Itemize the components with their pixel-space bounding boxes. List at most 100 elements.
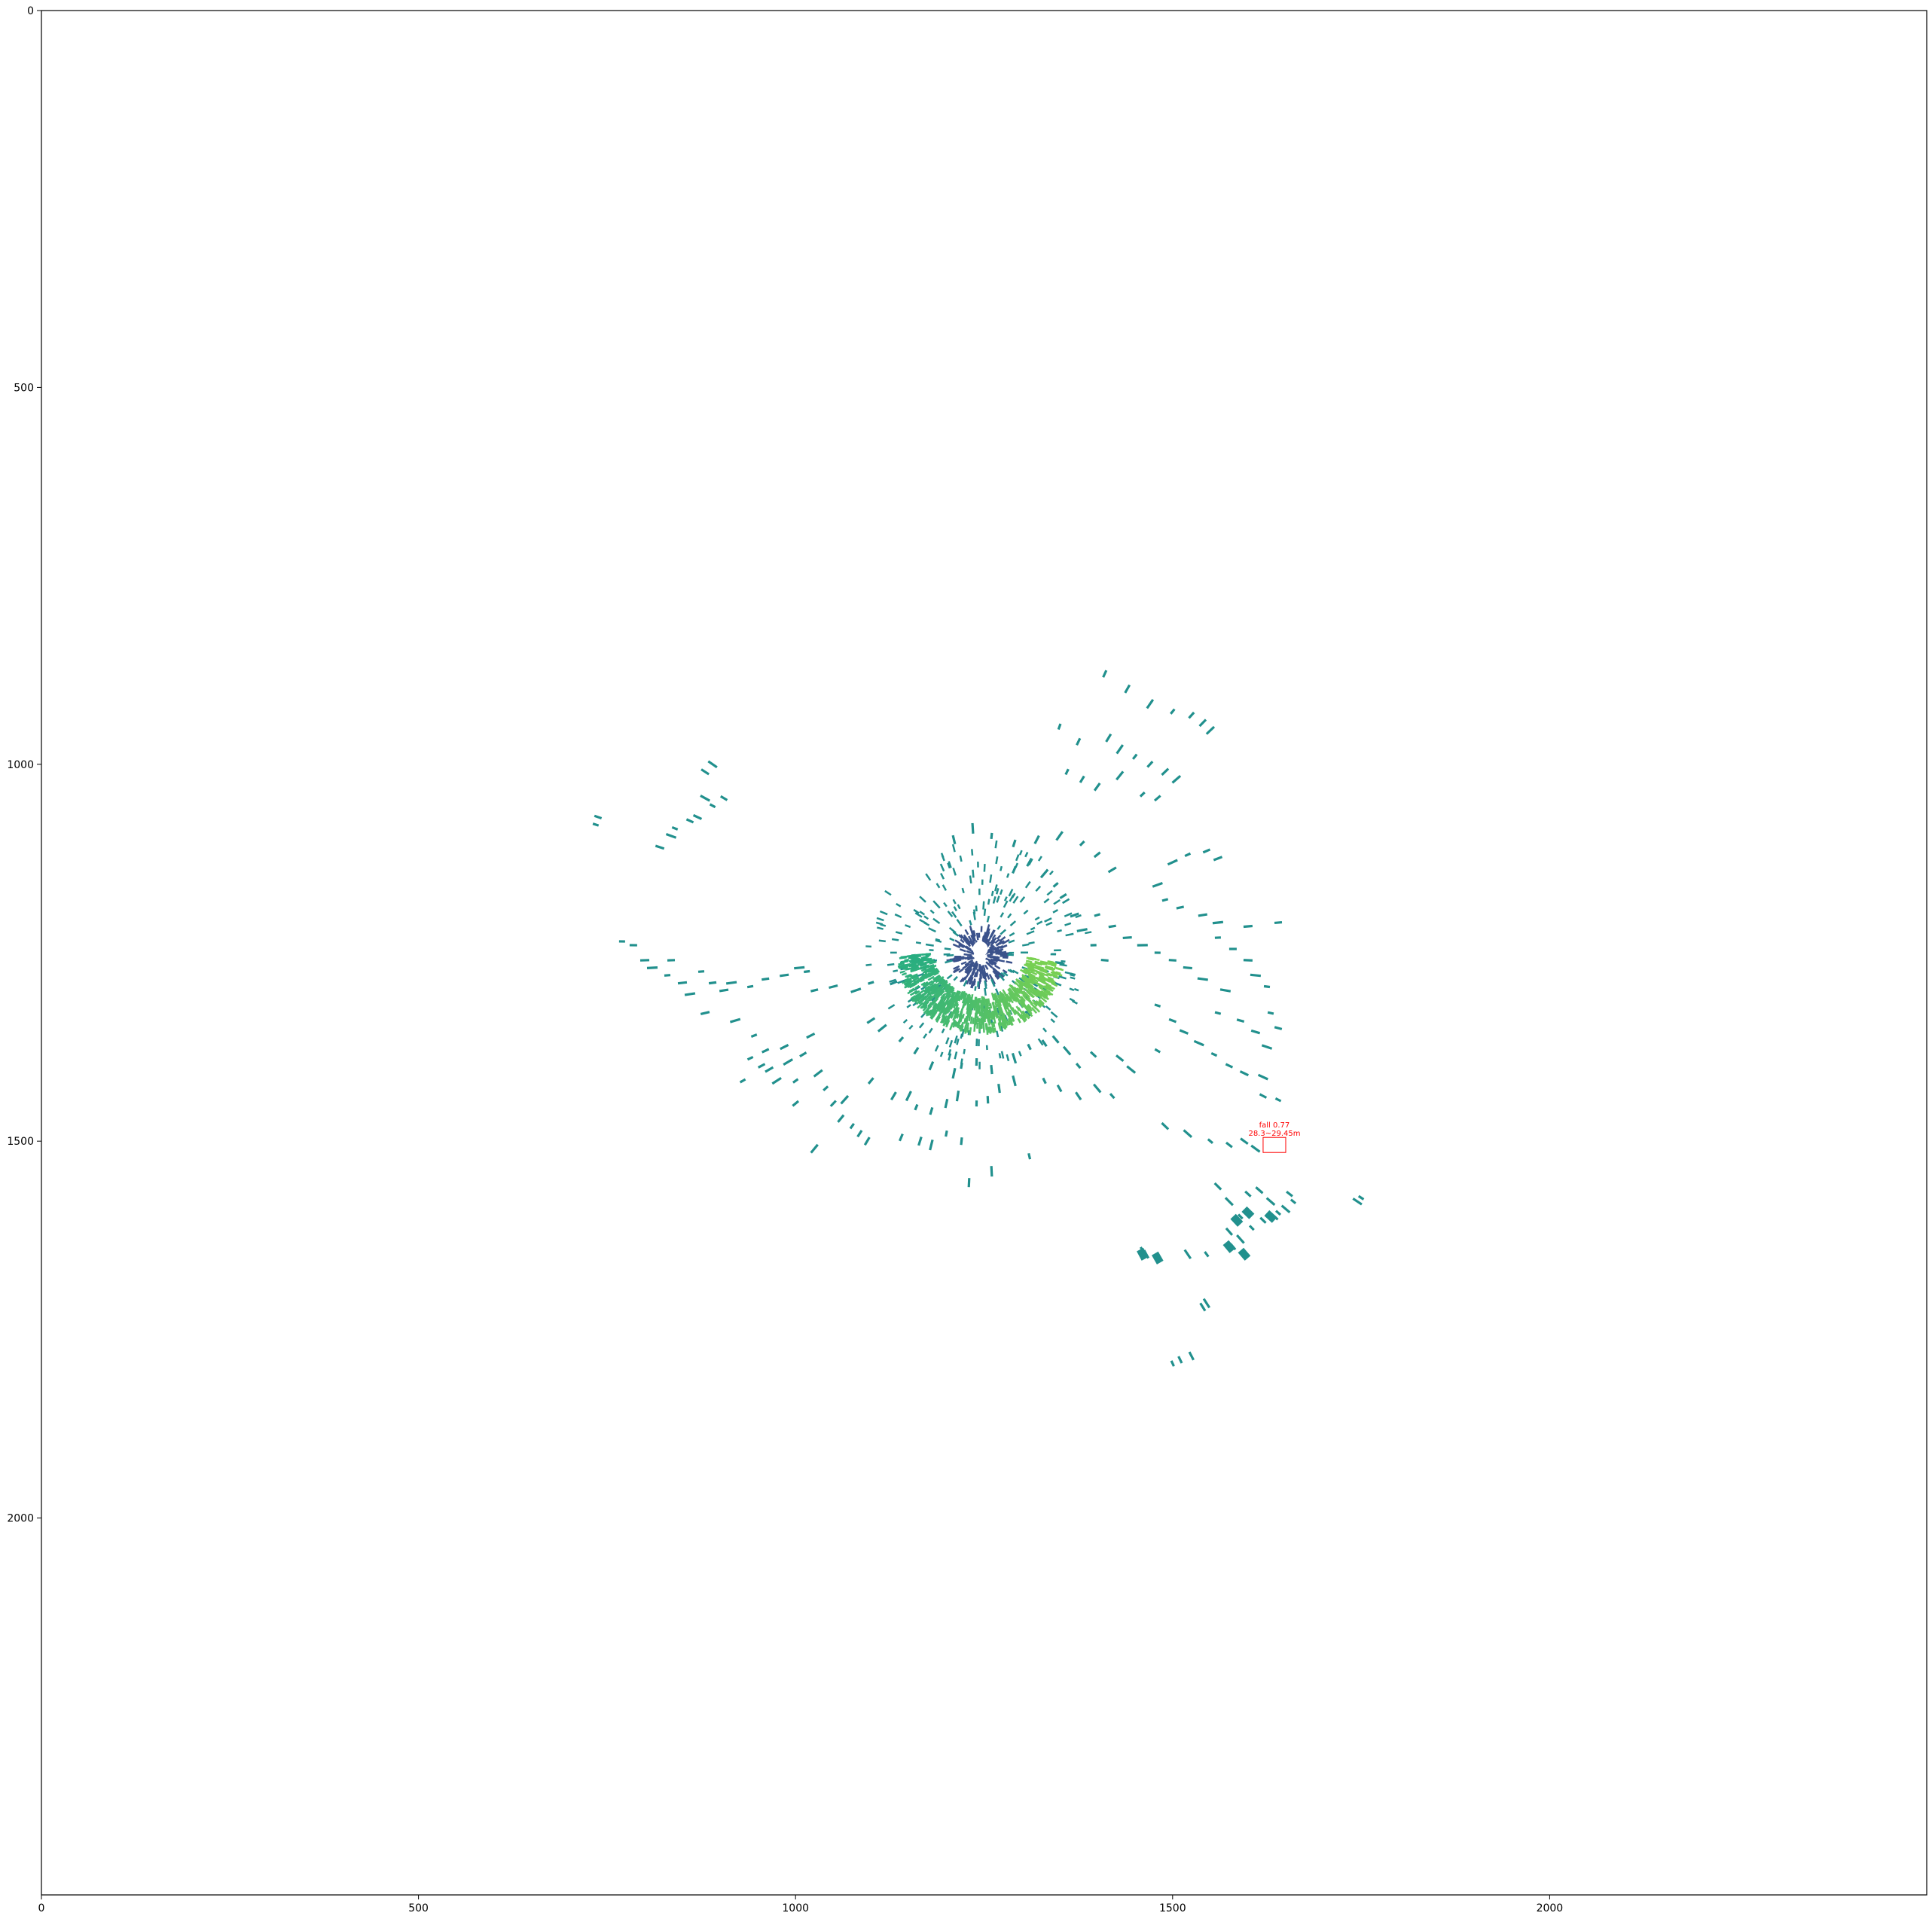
scatter-point	[920, 978, 925, 983]
scatter-point	[968, 959, 974, 963]
scatter-point	[1198, 718, 1207, 728]
scatter-point	[913, 978, 920, 984]
scatter-point	[1057, 723, 1062, 731]
scatter-point	[1024, 969, 1032, 974]
scatter-point	[978, 1024, 981, 1033]
scatter-point	[923, 965, 931, 970]
scatter-point	[950, 991, 955, 998]
scatter-point	[1041, 994, 1047, 999]
scatter-point	[911, 975, 918, 980]
scatter-point	[1009, 984, 1015, 992]
scatter-point	[972, 963, 978, 971]
scatter-point	[592, 822, 600, 827]
scatter-point	[925, 943, 934, 947]
scatter-point	[972, 930, 975, 936]
scatter-point	[1006, 1054, 1010, 1061]
scatter-point	[992, 956, 1000, 959]
scatter-point	[960, 934, 965, 940]
scatter-point	[908, 1024, 914, 1030]
scatter-point	[963, 1025, 967, 1033]
scatter-point	[995, 856, 999, 865]
scatter-point	[968, 994, 972, 1001]
scatter-point	[932, 917, 941, 924]
scatter-point	[935, 1013, 941, 1021]
scatter-point	[1002, 969, 1008, 974]
scatter-point	[1239, 1070, 1250, 1077]
scatter-point	[940, 979, 947, 985]
scatter-point	[959, 956, 967, 960]
scatter-point	[1022, 994, 1029, 1001]
scatter-point	[956, 1013, 960, 1019]
scatter-point	[707, 760, 718, 769]
scatter-point	[920, 963, 927, 967]
scatter-point	[986, 915, 990, 923]
scatter-point	[939, 978, 945, 984]
scatter-point	[929, 966, 935, 972]
scatter-point	[1055, 971, 1061, 975]
scatter-point	[959, 855, 963, 862]
scatter-point	[1225, 1227, 1234, 1236]
scatter-point	[1250, 1144, 1261, 1153]
scatter-point	[994, 988, 1000, 996]
scatter-point	[1094, 913, 1100, 917]
scatter-point	[989, 938, 995, 944]
scatter-point	[1003, 1014, 1008, 1023]
scatter-point	[945, 1020, 951, 1028]
scatter-point	[969, 1027, 972, 1036]
scatter-point	[1039, 996, 1048, 1003]
scatter-point	[914, 996, 920, 1002]
scatter-point	[923, 955, 929, 959]
scatter-point	[771, 1076, 782, 1085]
scatter-point	[990, 1064, 993, 1075]
scatter-point	[923, 1004, 928, 1009]
y-tick-label: 1500	[7, 1136, 34, 1148]
scatter-point	[948, 1000, 954, 1008]
scatter-point	[1036, 981, 1044, 988]
scatter-point	[639, 959, 650, 962]
scatter-point	[952, 1002, 957, 1008]
scatter-point	[982, 972, 986, 978]
scatter-point	[923, 994, 929, 1000]
scatter-point	[1009, 951, 1015, 954]
scatter-point	[920, 1003, 926, 1009]
scatter-point	[929, 967, 938, 973]
scatter-point	[897, 964, 905, 968]
scatter-point	[1236, 1018, 1245, 1023]
scatter-point	[970, 999, 974, 1007]
scatter-point	[980, 966, 983, 974]
scatter-point	[974, 986, 977, 991]
scatter-point	[978, 1061, 981, 1069]
scatter-point	[911, 960, 919, 963]
scatter-point	[889, 978, 896, 983]
scatter-point	[990, 992, 995, 1001]
scatter-point	[917, 957, 926, 962]
scatter-point	[1022, 970, 1028, 975]
scatter-point	[1030, 1007, 1038, 1014]
scatter-point	[985, 961, 993, 969]
scatter-point	[957, 1020, 961, 1029]
scatter-point	[995, 940, 1003, 947]
scatter-point	[971, 968, 976, 975]
scatter-point	[1041, 1039, 1048, 1048]
scatter-point	[1214, 1011, 1222, 1015]
scatter-point	[1046, 986, 1053, 991]
scatter-point	[677, 981, 688, 985]
scatter-point	[1057, 929, 1062, 933]
scatter-point	[966, 950, 975, 955]
scatter-point	[1002, 989, 1006, 995]
scatter-point	[1045, 1005, 1051, 1011]
scatter-point	[1054, 949, 1061, 952]
scatter-point	[1003, 896, 1008, 902]
scatter-point	[719, 988, 729, 993]
scatter-point	[975, 1058, 978, 1066]
scatter-point	[910, 966, 916, 970]
scatter-point	[954, 1051, 958, 1060]
scatter-point	[1124, 684, 1131, 694]
scatter-point	[966, 1002, 970, 1011]
scatter-point	[1010, 1015, 1015, 1022]
scatter-point	[1011, 1052, 1018, 1064]
scatter-point	[984, 1004, 987, 1009]
scatter-point	[937, 998, 943, 1005]
scatter-point	[1005, 996, 1009, 1002]
